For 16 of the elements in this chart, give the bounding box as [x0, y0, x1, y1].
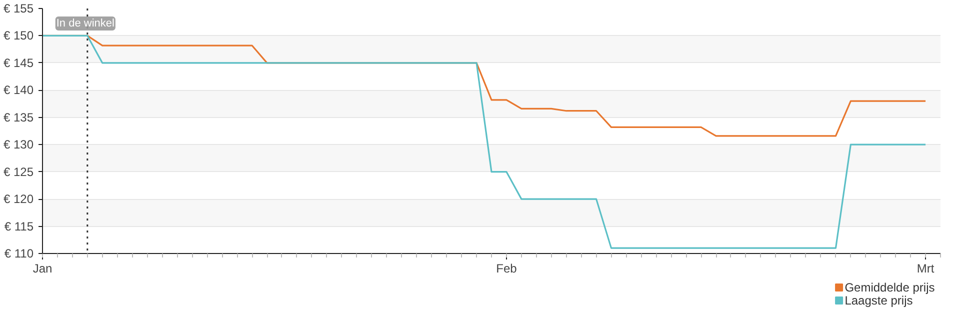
y-tick-label: € 130	[3, 138, 34, 152]
x-tick-label: Mrt	[916, 262, 935, 276]
y-tick-label: € 120	[3, 192, 34, 206]
y-tick-label: € 155	[3, 2, 34, 16]
y-tick-label: € 110	[4, 246, 34, 260]
y-tick-label: € 150	[3, 28, 34, 43]
y-tick-label: € 145	[3, 56, 34, 70]
ref-line-label: In de winkel	[56, 18, 114, 30]
y-tick-label: € 135	[3, 110, 34, 124]
x-tick-label: Feb	[496, 262, 518, 276]
legend-label: Gemiddelde prijs	[844, 280, 935, 294]
x-tick-label: Jan	[32, 262, 52, 276]
y-tick-label: € 125	[3, 164, 34, 179]
y-tick-label: € 115	[4, 219, 34, 234]
y-tick-label: € 140	[3, 83, 34, 98]
legend-label: Laagste prijs	[844, 294, 913, 308]
